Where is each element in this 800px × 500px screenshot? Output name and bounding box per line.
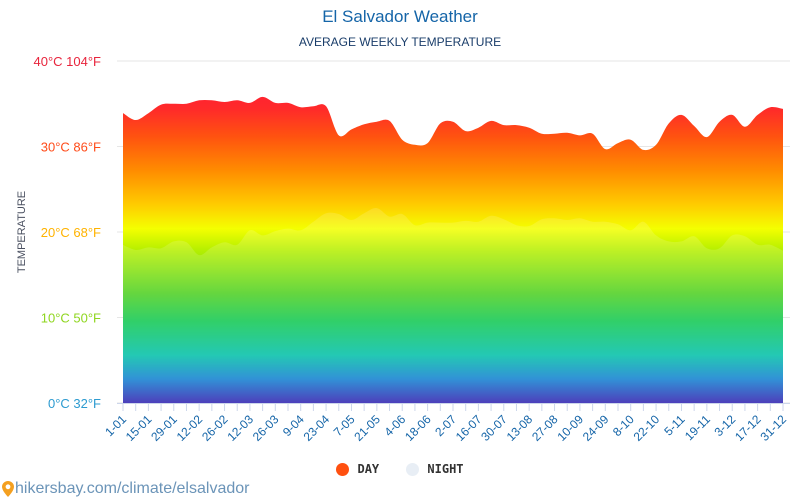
day-dot-icon — [336, 462, 350, 476]
x-tick-label: 26-03 — [250, 412, 282, 444]
x-tick-label: 23-04 — [301, 412, 333, 444]
chart-title: El Salvador Weather — [322, 7, 478, 26]
y-axis-label: TEMPERATURE — [16, 191, 28, 273]
x-tick-label: 22-10 — [631, 412, 663, 444]
legend-label-day: DAY — [357, 462, 380, 476]
legend-item-day[interactable]: DAY — [336, 462, 379, 476]
x-tick-label: 27-08 — [529, 412, 561, 444]
source-link[interactable]: hikersbay.com/climate/elsalvador — [2, 480, 249, 498]
x-tick-label: 15-01 — [123, 412, 155, 444]
night-dot-icon — [406, 462, 420, 476]
x-tick-label: 21-05 — [351, 412, 383, 444]
y-tick-label: 0°C 32°F — [48, 396, 101, 411]
x-tick-label: 10-09 — [554, 412, 586, 444]
map-pin-icon — [2, 481, 14, 497]
x-tick-label: 17-12 — [732, 412, 764, 444]
x-tick-label: 12-02 — [174, 412, 206, 444]
x-tick-label: 12-03 — [224, 412, 256, 444]
x-tick-label: 16-07 — [453, 412, 485, 444]
x-tick-label: 30-07 — [478, 412, 510, 444]
x-tick-label: 13-08 — [504, 412, 536, 444]
series-area-night — [123, 208, 783, 403]
chart-subtitle: AVERAGE WEEKLY TEMPERATURE — [298, 35, 502, 49]
x-tick-label: 29-01 — [148, 412, 180, 444]
legend: DAY NIGHT — [0, 462, 800, 479]
y-tick-label: 40°C 104°F — [34, 54, 102, 69]
source-text: hikersbay.com/climate/elsalvador — [15, 480, 250, 497]
x-tick-label: 26-02 — [199, 412, 231, 444]
series-area-day — [123, 96, 783, 404]
y-tick-label: 30°C 86°F — [41, 140, 101, 155]
legend-item-night[interactable]: NIGHT — [406, 462, 464, 476]
x-tick-label: 18-06 — [402, 412, 434, 444]
y-tick-label: 20°C 68°F — [41, 225, 101, 240]
x-tick-label: 31-12 — [758, 412, 790, 444]
x-tick-label: 24-09 — [580, 412, 612, 444]
y-tick-label: 10°C 50°F — [41, 311, 101, 326]
x-tick-label: 19-11 — [682, 412, 713, 443]
legend-label-night: NIGHT — [427, 462, 464, 476]
